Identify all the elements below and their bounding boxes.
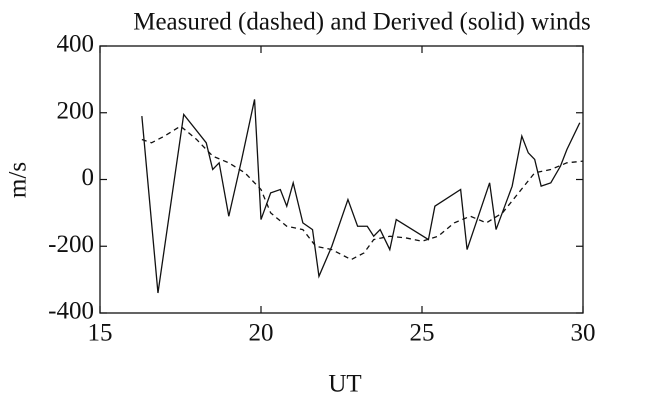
y-tick-label: 0 (82, 164, 95, 191)
x-tick-label: 20 (249, 320, 274, 347)
y-tick-label: -200 (48, 231, 94, 258)
plot-frame (99, 45, 584, 314)
x-tick-label: 25 (410, 320, 435, 347)
y-tick-label: 400 (57, 31, 95, 58)
x-axis-label: UT (328, 371, 361, 398)
x-tick-label: 15 (88, 320, 113, 347)
y-tick-label: -400 (48, 298, 94, 325)
y-tick-label: 200 (57, 97, 95, 124)
x-tick-label: 30 (571, 320, 596, 347)
chart-title: Measured (dashed) and Derived (solid) wi… (133, 9, 591, 36)
line-series (141, 99, 581, 294)
y-axis-label: m/s (5, 162, 32, 198)
line-series (141, 125, 584, 261)
